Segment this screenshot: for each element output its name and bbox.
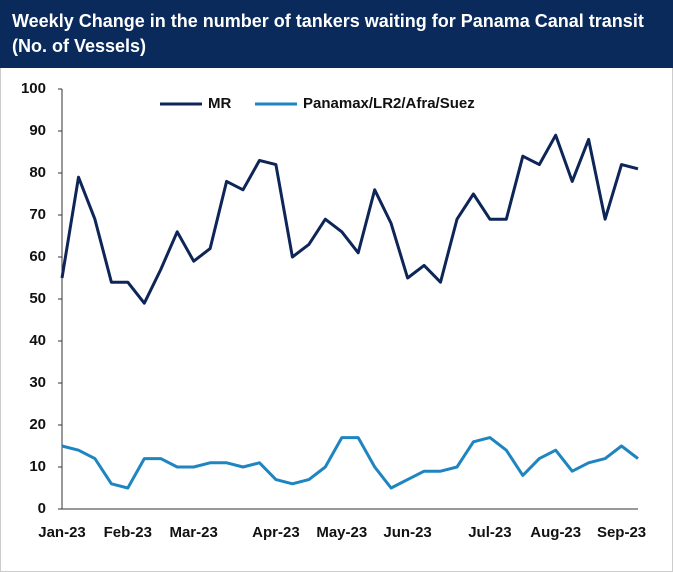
y-tick-label: 100 [21,80,46,97]
y-tick-label: 50 [29,290,46,307]
x-tick-label: Jan-23 [38,524,86,541]
y-tick-label: 60 [29,248,46,265]
y-tick-label: 0 [38,500,46,517]
x-tick-label: Jun-23 [383,524,431,541]
x-tick-label: Aug-23 [530,524,581,541]
x-tick-label: Jul-23 [468,524,511,541]
y-tick-label: 40 [29,332,46,349]
legend-label: Panamax/LR2/Afra/Suez [303,95,475,112]
x-tick-label: Mar-23 [169,524,217,541]
y-tick-label: 90 [29,122,46,139]
x-tick-label: Sep-23 [597,524,646,541]
y-tick-label: 10 [29,458,46,475]
chart-title: Weekly Change in the number of tankers w… [0,0,673,68]
legend-label: MR [208,95,231,112]
y-tick-label: 70 [29,206,46,223]
y-tick-label: 80 [29,164,46,181]
x-tick-label: May-23 [316,524,367,541]
x-tick-label: Feb-23 [104,524,152,541]
line-series [60,133,639,305]
y-tick-label: 30 [29,374,46,391]
y-tick-label: 20 [29,416,46,433]
x-tick-label: Apr-23 [252,524,300,541]
line-series [61,436,639,490]
